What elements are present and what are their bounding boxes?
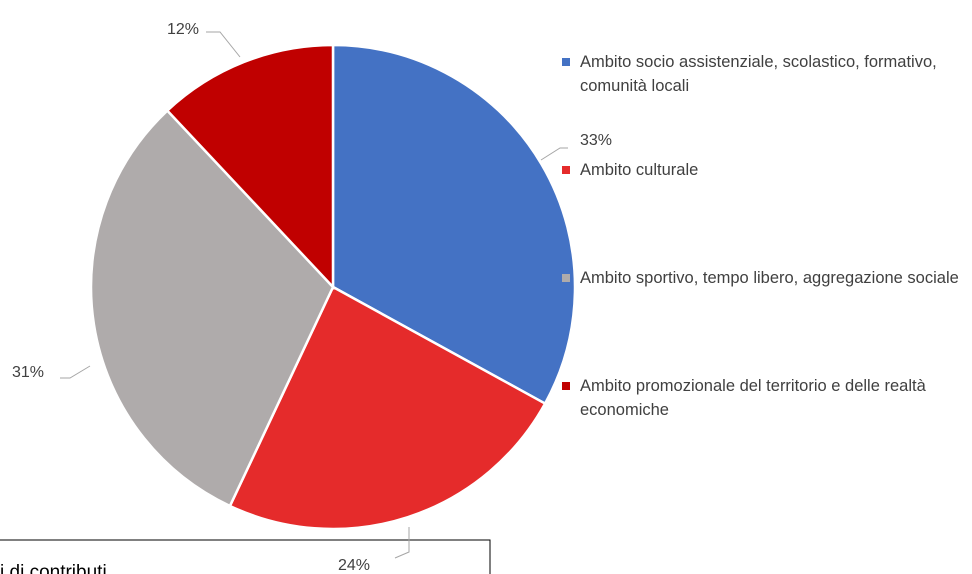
data-label: 12% (167, 21, 199, 38)
legend-swatch (562, 58, 570, 66)
legend-label: Ambito culturale (580, 161, 699, 179)
legend-item: Ambito sportivo, tempo libero, aggregazi… (562, 266, 970, 290)
pie-slice (165, 43, 335, 291)
leader-line (60, 365, 91, 379)
data-label: 24% (338, 557, 370, 574)
legend-label: Ambito sportivo, tempo libero, aggregazi… (580, 269, 959, 287)
data-label: 31% (12, 364, 44, 381)
legend-item: Ambito promozionale del territorio e del… (562, 374, 970, 422)
pie-slice (228, 285, 547, 531)
legend-item: Ambito culturale (562, 158, 970, 182)
annotation: i di contributi (0, 562, 107, 574)
legend-item: Ambito socio assistenziale, scolastico, … (562, 50, 970, 98)
pie-slice (331, 43, 577, 406)
text-box (0, 539, 491, 574)
legend-swatch (562, 382, 570, 390)
leader-line (540, 147, 568, 161)
legend-swatch (562, 274, 570, 282)
legend-label: Ambito promozionale del territorio e del… (580, 377, 926, 419)
leader-line (206, 31, 241, 58)
legend-swatch (562, 166, 570, 174)
pie-slice (89, 108, 335, 508)
leader-line (394, 527, 410, 559)
legend-label: Ambito socio assistenziale, scolastico, … (580, 53, 937, 95)
data-label: 33% (580, 132, 612, 149)
